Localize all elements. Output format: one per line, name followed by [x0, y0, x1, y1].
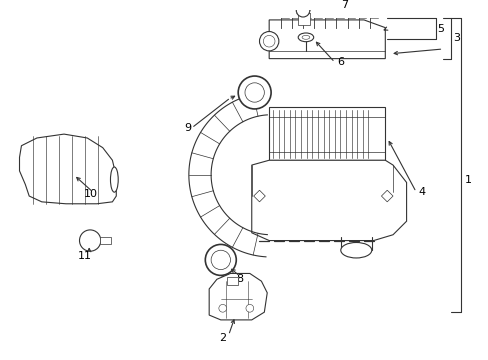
Circle shape: [259, 32, 278, 51]
Polygon shape: [268, 20, 385, 59]
Text: 9: 9: [183, 123, 191, 133]
Circle shape: [296, 4, 309, 17]
Ellipse shape: [298, 33, 313, 42]
Polygon shape: [381, 190, 392, 202]
Ellipse shape: [110, 167, 118, 192]
Polygon shape: [253, 190, 265, 202]
Text: 7: 7: [340, 0, 347, 10]
Circle shape: [245, 305, 253, 312]
FancyBboxPatch shape: [226, 277, 238, 285]
Circle shape: [80, 230, 101, 251]
Text: 3: 3: [452, 33, 459, 43]
Text: 4: 4: [417, 187, 425, 197]
Ellipse shape: [302, 35, 309, 39]
Circle shape: [211, 250, 230, 270]
Text: 1: 1: [464, 175, 471, 185]
Text: 5: 5: [437, 24, 444, 33]
Polygon shape: [20, 134, 116, 204]
Circle shape: [263, 35, 274, 47]
Polygon shape: [209, 274, 267, 320]
Text: 6: 6: [336, 58, 343, 67]
Polygon shape: [251, 160, 406, 240]
Text: 8: 8: [236, 274, 243, 284]
Circle shape: [238, 76, 270, 109]
FancyBboxPatch shape: [268, 107, 385, 160]
Circle shape: [219, 305, 226, 312]
FancyBboxPatch shape: [100, 237, 111, 244]
FancyBboxPatch shape: [298, 13, 309, 25]
Circle shape: [244, 83, 264, 102]
Text: 11: 11: [78, 251, 91, 261]
Text: 10: 10: [83, 189, 97, 199]
Ellipse shape: [340, 243, 371, 258]
Text: 2: 2: [219, 333, 225, 343]
